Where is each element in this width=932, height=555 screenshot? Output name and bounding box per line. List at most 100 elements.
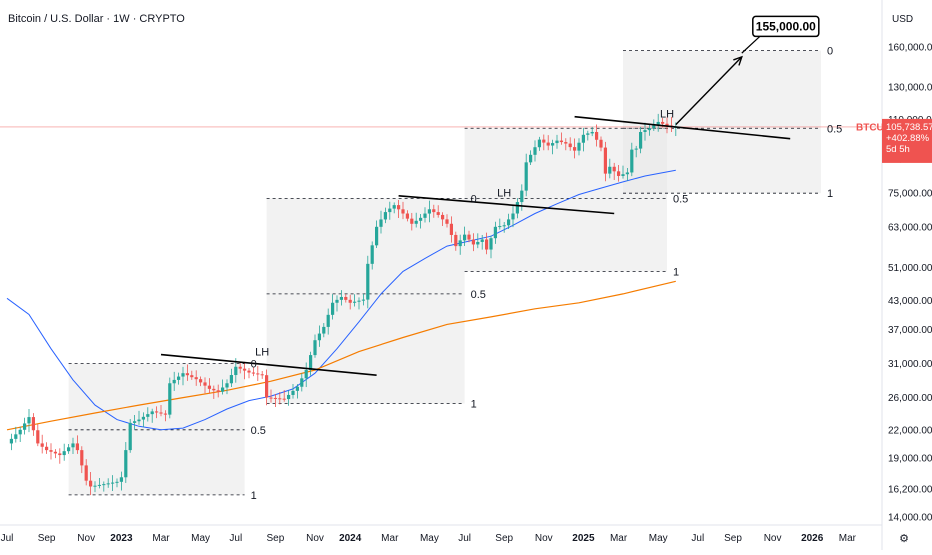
- candle-body: [480, 239, 484, 242]
- candle-body: [40, 443, 44, 447]
- candle-body: [379, 219, 383, 227]
- candle-body: [608, 166, 612, 174]
- candle-body: [599, 139, 603, 148]
- fib-label: 0: [251, 359, 257, 371]
- candle-body: [159, 412, 163, 414]
- candle-body: [661, 121, 665, 124]
- candle-body: [485, 239, 489, 250]
- candle-body: [62, 451, 66, 456]
- candle-body: [177, 376, 181, 380]
- x-tick-label: May: [649, 533, 668, 544]
- candle-body: [529, 154, 533, 163]
- candle-body: [97, 484, 101, 486]
- candle-body: [247, 370, 251, 373]
- candle-body: [163, 413, 167, 415]
- x-tick-label: Jul: [229, 533, 242, 544]
- candle-body: [251, 372, 255, 374]
- candle-body: [643, 130, 647, 132]
- ticker-line: 105,738.57: [886, 122, 932, 133]
- candle-body: [656, 121, 660, 126]
- y-tick-label: 51,000.00: [888, 263, 932, 274]
- candle-body: [357, 300, 361, 302]
- candle-body: [511, 213, 515, 220]
- lh-label: LH: [497, 187, 511, 199]
- candle-body: [14, 434, 18, 439]
- candle-body: [375, 226, 379, 246]
- fib-label: 0.5: [827, 123, 842, 135]
- fib-boxes: [68, 50, 821, 496]
- candle-body: [559, 140, 563, 143]
- candle-body: [414, 220, 418, 224]
- x-tick-label: Sep: [38, 533, 56, 544]
- candle-body: [397, 205, 401, 210]
- candle-body: [322, 326, 326, 334]
- candle-body: [53, 451, 57, 454]
- x-tick-label: Mar: [152, 533, 170, 544]
- candle-body: [361, 299, 365, 301]
- candle-body: [234, 366, 238, 376]
- candle-body: [106, 483, 110, 485]
- candle-body: [102, 484, 106, 486]
- candle-body: [630, 149, 634, 173]
- trendline: [160, 353, 377, 376]
- x-tick-label: 2025: [572, 533, 595, 544]
- y-tick-label: 130,000.00: [888, 83, 932, 94]
- candle-body: [212, 388, 216, 391]
- candle-body: [84, 465, 88, 481]
- candle-body: [45, 446, 49, 451]
- candle-body: [515, 202, 519, 214]
- y-tick-label: 63,000.00: [888, 222, 932, 233]
- candle-body: [194, 377, 198, 380]
- candle-body: [141, 416, 145, 420]
- candle-body: [665, 123, 669, 126]
- callout-box: [752, 15, 820, 38]
- candle-body: [49, 450, 53, 452]
- candle-body: [168, 383, 172, 415]
- fib-label: 0.5: [251, 425, 266, 437]
- candle-body: [31, 417, 35, 431]
- candle-body: [216, 390, 220, 392]
- candle-body: [432, 209, 436, 213]
- candle-body: [573, 147, 577, 151]
- candle-body: [595, 131, 599, 140]
- candle-body: [225, 383, 229, 388]
- candle-body: [155, 411, 159, 413]
- candle-body: [269, 397, 273, 399]
- candle-body: [581, 134, 585, 143]
- x-tick-label: Mar: [610, 533, 628, 544]
- candle-body: [647, 128, 651, 131]
- candle-body: [348, 299, 352, 303]
- candle-body: [353, 301, 357, 303]
- fib-label: 1: [471, 399, 477, 411]
- callout-pointer: [741, 35, 761, 54]
- candle-body: [537, 139, 541, 148]
- ticker-line: +402.88%: [886, 133, 930, 144]
- candle-body: [278, 398, 282, 400]
- candle-body: [93, 485, 97, 487]
- fib-label: 1: [827, 188, 833, 200]
- candle-body: [80, 450, 84, 466]
- candle-body: [471, 239, 475, 245]
- candle-body: [115, 481, 119, 483]
- candle-body: [498, 226, 502, 228]
- x-tick-label: Sep: [724, 533, 742, 544]
- candle-body: [388, 208, 392, 213]
- candle-body: [551, 143, 555, 146]
- x-tick-label: Sep: [495, 533, 513, 544]
- x-tick-label: 2024: [339, 533, 362, 544]
- fib-label: 1: [673, 266, 679, 278]
- candle-body: [401, 209, 405, 214]
- fib-box-3: [623, 50, 821, 194]
- candle-body: [546, 142, 550, 146]
- candle-body: [67, 447, 71, 452]
- candle-body: [621, 174, 625, 176]
- candle-body: [612, 166, 616, 172]
- candle-body: [590, 131, 594, 134]
- x-tick-label: Jul: [1, 533, 14, 544]
- candle-body: [133, 421, 137, 423]
- candle-body: [542, 139, 546, 143]
- candle-body: [150, 411, 154, 415]
- y-tick-label: 31,000.00: [888, 359, 932, 370]
- callout-text: 155,000.00: [756, 19, 816, 33]
